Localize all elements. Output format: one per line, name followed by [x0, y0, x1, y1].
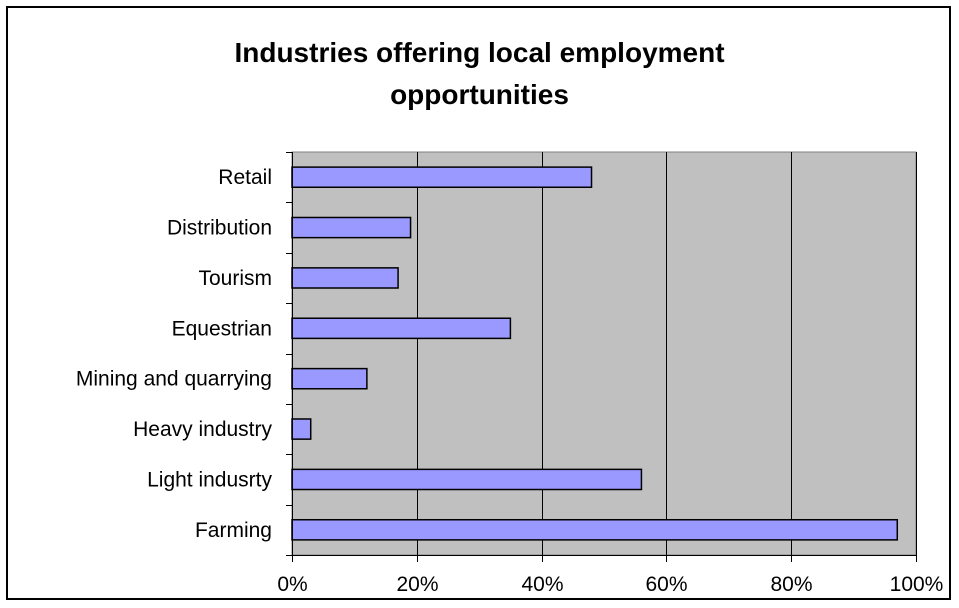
category-label: Mining and quarrying — [76, 368, 272, 391]
chart-title-wrap: Industries offering local employment opp… — [0, 32, 959, 116]
bar — [291, 518, 899, 541]
bar — [291, 216, 412, 239]
bar — [291, 367, 368, 390]
category-label: Light indusrty — [147, 468, 272, 491]
category-label: Distribution — [167, 217, 272, 240]
bars — [291, 166, 899, 541]
bar — [291, 166, 593, 189]
bar — [291, 468, 643, 491]
x-tick-label: 20% — [396, 573, 438, 596]
x-tick-label: 40% — [521, 573, 563, 596]
category-labels: Retail Distribution Tourism Equestrian Minin… — [76, 166, 273, 542]
plot-area — [291, 151, 917, 556]
bar — [291, 317, 512, 340]
x-tick-label: 0% — [277, 573, 307, 596]
axes — [286, 152, 917, 562]
bar — [291, 418, 312, 440]
x-tick-label: 100% — [890, 573, 944, 596]
category-label: Retail — [218, 166, 272, 189]
category-label: Farming — [195, 519, 272, 542]
category-label: Heavy industry — [133, 418, 272, 441]
category-label: Equestrian — [172, 317, 272, 340]
x-tick-label: 80% — [770, 573, 812, 596]
bar — [291, 267, 399, 289]
chart-title: Industries offering local employment opp… — [234, 37, 725, 110]
category-label: Tourism — [198, 267, 272, 290]
x-tick-label: 60% — [645, 573, 687, 596]
x-tick-labels: 0% 20% 40% 60% 80% 100% — [277, 573, 943, 596]
